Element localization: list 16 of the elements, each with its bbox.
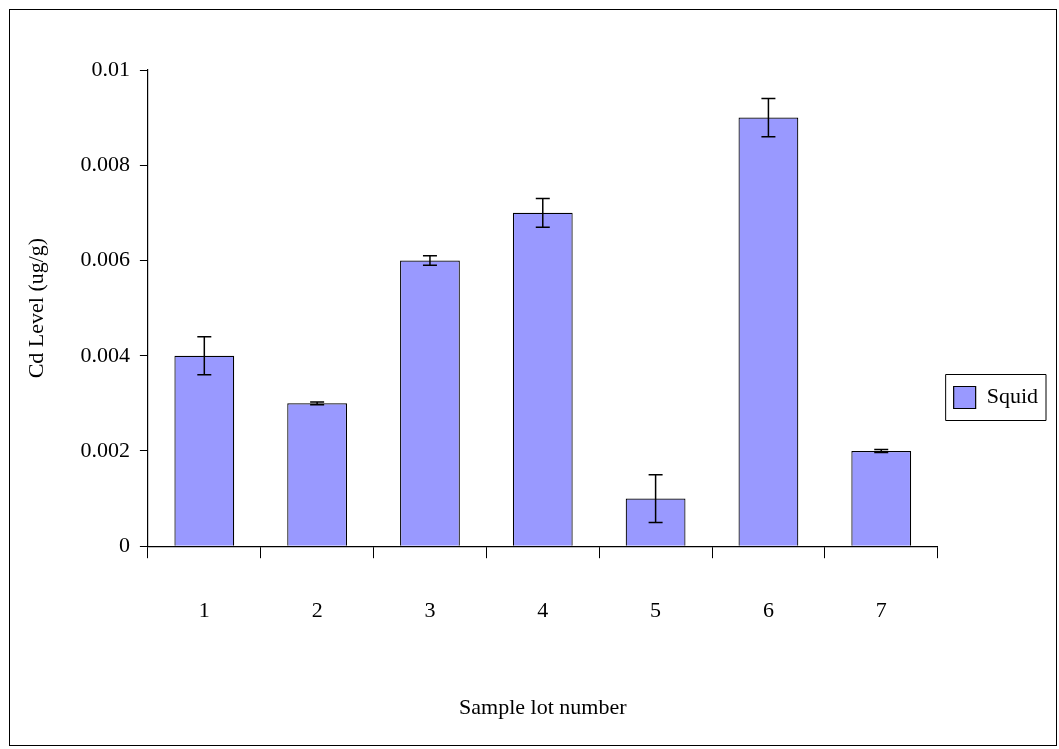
x-tick-label: 5 <box>650 597 662 623</box>
y-tick-label: 0.01 <box>91 55 130 81</box>
x-tick-label: 1 <box>198 597 210 623</box>
x-tick-label: 7 <box>875 597 887 623</box>
x-tick-label: 6 <box>762 597 774 623</box>
y-axis-title: Cd Level (ug/g) <box>22 237 48 379</box>
x-tick-label: 3 <box>424 597 436 623</box>
y-tick-label: 0.004 <box>80 341 130 367</box>
x-axis-title: Sample lot number <box>459 693 628 719</box>
y-tick-label: 0.008 <box>80 151 130 177</box>
y-tick-label: 0.002 <box>80 436 130 462</box>
y-tick-label: 0.006 <box>80 246 130 272</box>
y-tick-label: 0 <box>118 531 130 557</box>
x-tick-label: 2 <box>311 597 323 623</box>
x-tick-label: 4 <box>537 597 549 623</box>
legend-label: Squid <box>986 383 1039 409</box>
